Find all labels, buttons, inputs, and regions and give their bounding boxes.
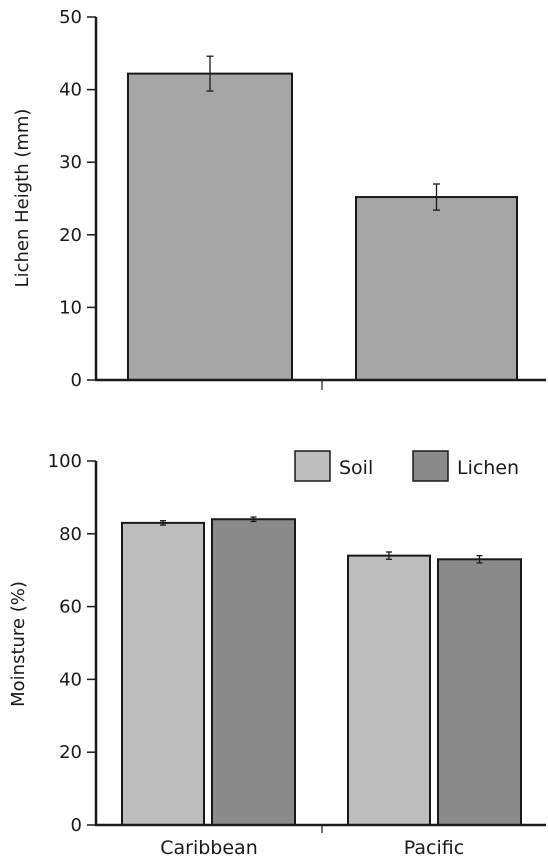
y-tick-label: 0 — [71, 815, 82, 836]
error-bars — [160, 516, 483, 564]
y-ticks: 0 10 20 30 40 50 — [59, 7, 96, 391]
legend-swatch-soil — [294, 450, 331, 482]
bar-soil — [121, 521, 205, 826]
lichen-height-chart: 0 10 20 30 40 50 Lichen Heigth (mm) — [12, 7, 546, 391]
legend: Soil Lichen — [294, 450, 519, 482]
y-tick-label: 100 — [48, 451, 82, 472]
legend-swatch-lichen — [412, 450, 449, 482]
y-tick-label: 40 — [59, 669, 82, 690]
y-tick-label: 80 — [59, 524, 82, 545]
bar — [355, 196, 518, 381]
y-tick-label: 20 — [59, 742, 82, 763]
y-axis-label: Moinsture (%) — [8, 581, 29, 707]
y-tick-label: 10 — [59, 297, 82, 318]
legend-label-lichen: Lichen — [457, 457, 519, 479]
bar-series — [121, 518, 522, 827]
bar — [127, 72, 293, 382]
bar-lichen — [437, 558, 522, 827]
legend-label-soil: Soil — [339, 457, 373, 479]
bar-series — [127, 72, 518, 382]
bar-lichen — [211, 518, 296, 826]
y-axis-label: Lichen Heigth (mm) — [12, 109, 33, 288]
x-category-label-pacific: Pacific — [404, 837, 464, 859]
y-ticks: 0 20 40 60 80 100 — [48, 451, 96, 836]
y-tick-label: 40 — [59, 80, 82, 101]
y-tick-label: 20 — [59, 225, 82, 246]
y-tick-label: 60 — [59, 597, 82, 618]
y-tick-label: 30 — [59, 152, 82, 173]
y-tick-label: 0 — [71, 370, 82, 391]
x-category-label-caribbean: Caribbean — [160, 837, 258, 859]
y-tick-label: 50 — [59, 7, 82, 28]
error-bars — [206, 55, 440, 211]
moisture-chart: 0 20 40 60 80 100 Moinsture (%) Caribbean Pac… — [8, 450, 546, 859]
bar-soil — [347, 554, 431, 826]
